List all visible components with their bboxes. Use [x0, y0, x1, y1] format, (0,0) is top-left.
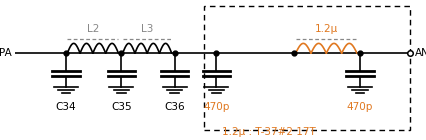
- Text: L2: L2: [86, 24, 99, 34]
- Text: 470p: 470p: [347, 102, 373, 112]
- Text: C36: C36: [164, 102, 185, 112]
- Text: ANT: ANT: [415, 48, 426, 58]
- Text: C35: C35: [111, 102, 132, 112]
- Text: PA: PA: [0, 48, 12, 58]
- Bar: [204, 6, 410, 130]
- Text: L3: L3: [141, 24, 153, 34]
- Text: 1.2μ: 1.2μ: [315, 24, 338, 34]
- Text: 1.2μ : T-37#2 17T: 1.2μ : T-37#2 17T: [222, 127, 315, 137]
- Text: 470p: 470p: [203, 102, 230, 112]
- Text: C34: C34: [56, 102, 76, 112]
